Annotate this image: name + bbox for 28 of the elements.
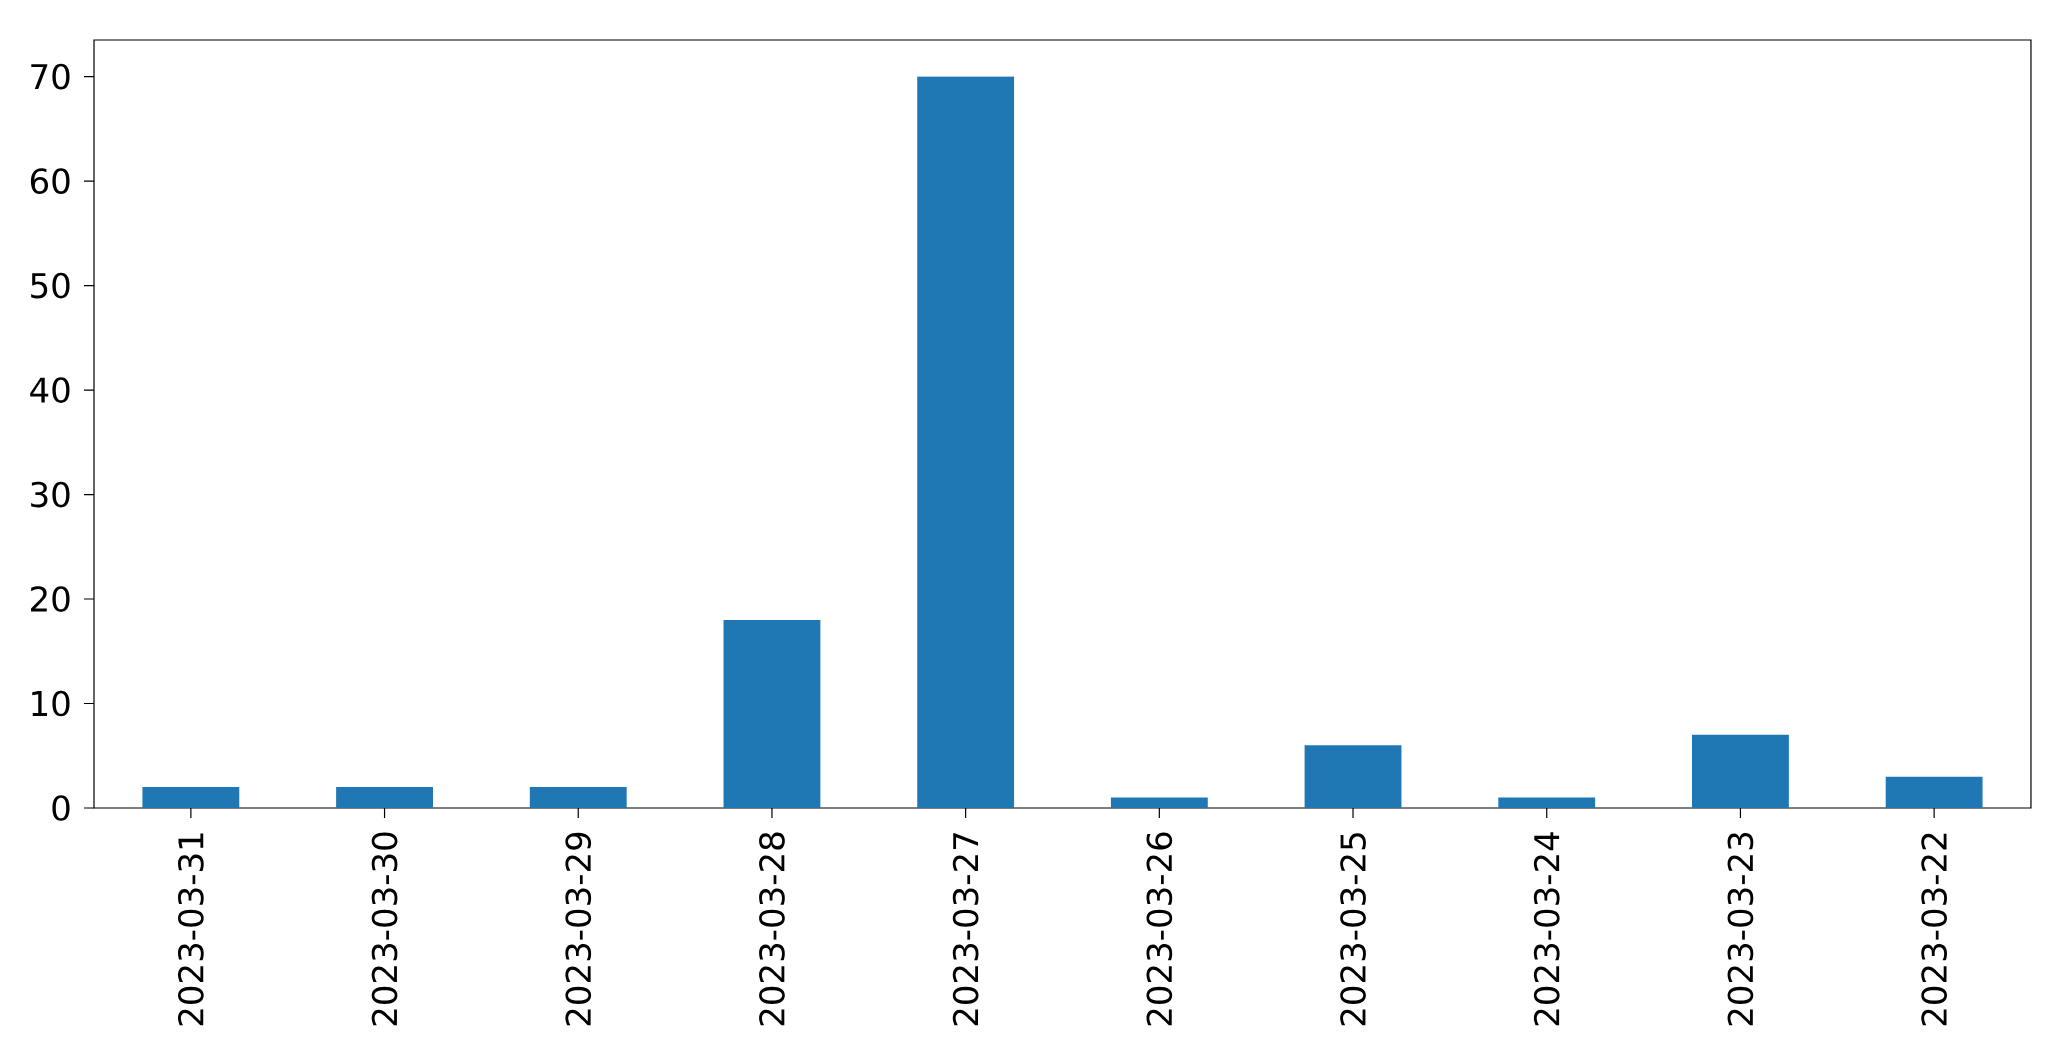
y-tick-label: 40: [30, 377, 70, 403]
y-tick-label: 30: [31, 481, 70, 508]
bar: [529, 787, 627, 808]
bar: [142, 787, 240, 808]
bar: [336, 787, 433, 808]
y-tick-label: 20: [31, 586, 70, 612]
x-tick-label: 2023-03-24: [1533, 832, 1560, 1026]
bar: [723, 619, 821, 808]
y-tick-label: 0: [52, 795, 70, 821]
bar: [1498, 797, 1596, 808]
bar: [1692, 734, 1789, 808]
x-tick-label: 2023-03-29: [565, 832, 592, 1026]
y-tick-label: 10: [32, 690, 70, 717]
bar: [1110, 797, 1208, 808]
y-tick-label: 70: [31, 63, 70, 90]
x-tick-label: 2023-03-26: [1146, 832, 1173, 1026]
y-tick-label: 50: [31, 272, 70, 299]
x-tick-label: 2023-03-23: [1727, 832, 1754, 1026]
x-tick-label: 2023-03-27: [952, 833, 979, 1026]
bar: [1304, 745, 1402, 808]
bar: [1885, 776, 1983, 808]
x-tick-label: 2023-03-31: [178, 833, 204, 1026]
x-tick-label: 2023-03-30: [371, 832, 398, 1026]
x-tick-label: 2023-03-28: [759, 832, 785, 1026]
y-tick-label: 60: [30, 168, 70, 194]
bar: [917, 76, 1015, 808]
x-tick-label: 2023-03-25: [1340, 833, 1366, 1026]
x-tick-label: 2023-03-22: [1921, 833, 1947, 1026]
